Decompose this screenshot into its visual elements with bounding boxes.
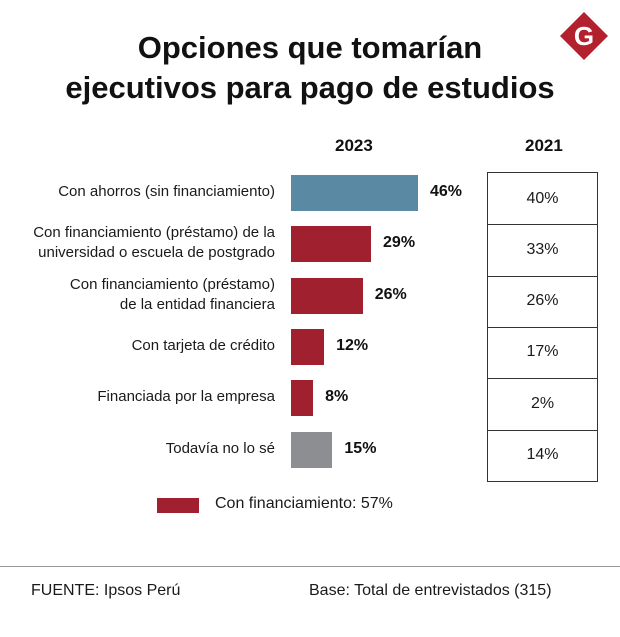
table-2021-separator bbox=[488, 429, 597, 431]
table-2021-separator bbox=[488, 275, 597, 277]
column-header-2021: 2021 bbox=[525, 136, 563, 155]
table-2021-separator bbox=[488, 326, 597, 328]
bar-2023 bbox=[291, 277, 363, 314]
bar-2023 bbox=[291, 380, 314, 417]
table-2021: 40% 33% 26% 17% 2% 14% bbox=[487, 172, 598, 482]
category-label-line: universidad o escuela de postgrado bbox=[38, 244, 275, 262]
bar-value-label: 8% bbox=[325, 388, 349, 406]
logo-letter: G bbox=[574, 21, 594, 51]
table-2021-separator bbox=[488, 378, 597, 380]
category-label-line: Con financiamiento (préstamo) bbox=[69, 275, 275, 293]
category-label-line: de la entidad financiera bbox=[119, 295, 275, 313]
category-label: Todavía no lo sé bbox=[0, 439, 275, 459]
category-label-line: Con ahorros (sin financiamiento) bbox=[58, 183, 275, 200]
category-label: Con financiamiento (préstamo) de la entid… bbox=[0, 275, 275, 315]
category-label: Con financiamiento (préstamo) de la unive… bbox=[0, 223, 275, 263]
bar-2023 bbox=[291, 328, 325, 365]
bar-value-label: 15% bbox=[344, 439, 377, 457]
table-2021-cell: 26% bbox=[526, 292, 559, 310]
base-text: Base: Total de entrevistados (315) bbox=[309, 582, 552, 599]
category-label-line: Con tarjeta de crédito bbox=[131, 336, 275, 354]
table-2021-cell: 17% bbox=[526, 343, 559, 361]
legend-swatch bbox=[157, 498, 199, 513]
category-label: Financiada por la empresa bbox=[0, 387, 275, 407]
table-2021-cell: 33% bbox=[526, 240, 559, 258]
bar-value-label: 26% bbox=[374, 285, 407, 303]
gestion-logo-icon: G bbox=[560, 12, 608, 60]
bar-value-label: 12% bbox=[336, 336, 369, 354]
category-label: Con ahorros (sin financiamiento) bbox=[0, 182, 275, 202]
category-label: Con tarjeta de crédito bbox=[0, 336, 275, 356]
table-2021-cell: 2% bbox=[530, 394, 555, 412]
column-header-2023: 2023 bbox=[335, 136, 373, 155]
source-text: FUENTE: Ipsos Perú bbox=[31, 582, 181, 599]
logo-diamond bbox=[560, 12, 608, 60]
bar-2023 bbox=[291, 431, 333, 468]
category-label-line: Financiada por la empresa bbox=[97, 388, 275, 406]
bar-2023 bbox=[291, 175, 418, 211]
footer-divider bbox=[0, 566, 620, 567]
table-2021-cell: 14% bbox=[526, 446, 559, 463]
bar-value-label: 29% bbox=[383, 234, 416, 252]
category-label-line: Todavía no lo sé bbox=[165, 439, 275, 457]
chart-title: Opciones que tomarían ejecutivos para pa… bbox=[0, 28, 620, 108]
category-label-line: Con financiamiento (préstamo) de la bbox=[33, 224, 275, 242]
table-2021-separator bbox=[488, 224, 597, 226]
bar-2023 bbox=[291, 226, 372, 263]
title-line-2: ejecutivos para pago de estudios bbox=[65, 70, 555, 105]
legend-label: Con financiamiento: 57% bbox=[215, 495, 393, 512]
table-2021-cell: 40% bbox=[526, 189, 559, 207]
title-line-1: Opciones que tomarían bbox=[137, 30, 483, 65]
bar-value-label: 46% bbox=[429, 183, 462, 200]
